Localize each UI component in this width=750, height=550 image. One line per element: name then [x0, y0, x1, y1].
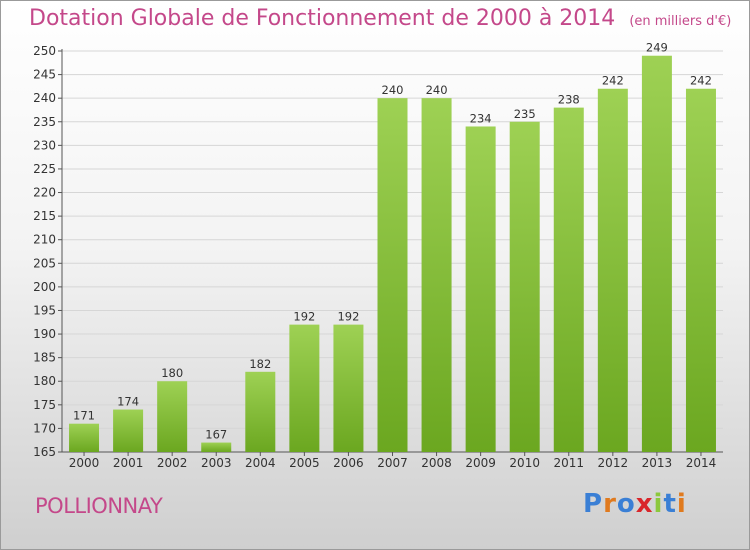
x-tick-label: 2003 [201, 456, 232, 470]
x-tick-label: 2002 [157, 456, 188, 470]
bar-value-label: 240 [426, 83, 448, 97]
logo-letter: t [663, 489, 677, 519]
y-tick-label: 240 [33, 91, 56, 105]
x-tick-label: 2001 [113, 456, 144, 470]
x-tick-label: 2004 [245, 456, 276, 470]
bar-value-label: 174 [117, 395, 139, 409]
bar [465, 126, 496, 452]
x-tick-label: 2012 [598, 456, 629, 470]
y-tick-label: 200 [33, 280, 56, 294]
y-tick-label: 235 [33, 115, 56, 129]
logo-letter: o [616, 489, 636, 519]
chart-subtitle: (en milliers d'€) [629, 14, 732, 29]
chart-title: Dotation Globale de Fonctionnement de 20… [29, 6, 731, 31]
bar [553, 107, 584, 453]
bar-value-label: 234 [470, 111, 492, 125]
bar-value-label: 167 [205, 428, 227, 442]
y-tick-label: 230 [33, 138, 56, 152]
y-tick-label: 170 [33, 421, 56, 435]
y-tick-label: 185 [33, 351, 56, 365]
x-tick-label: 2009 [465, 456, 496, 470]
bar [333, 324, 364, 452]
commune-name: POLLIONNAY [35, 494, 163, 518]
y-tick-label: 195 [33, 303, 56, 317]
x-tick-label: 2013 [642, 456, 673, 470]
bar-value-label: 238 [558, 93, 580, 107]
bar-value-label: 192 [293, 310, 315, 324]
bar-value-label: 249 [646, 41, 668, 55]
bar [685, 88, 716, 452]
x-tick-label: 2000 [69, 456, 100, 470]
bar-value-label: 235 [514, 107, 536, 121]
x-tick-label: 2011 [553, 456, 584, 470]
bar [157, 381, 188, 452]
logo-letter: i [676, 489, 687, 519]
y-tick-label: 175 [33, 398, 56, 412]
bar-value-label: 180 [161, 366, 183, 380]
y-tick-label: 210 [33, 233, 56, 247]
bar-value-label: 240 [382, 83, 404, 97]
y-tick-label: 215 [33, 209, 56, 223]
x-tick-label: 2014 [686, 456, 717, 470]
logo-letter: r [603, 489, 617, 519]
bar [113, 409, 144, 452]
bar-value-label: 192 [337, 310, 359, 324]
x-tick-label: 2005 [289, 456, 320, 470]
bar [69, 423, 100, 452]
y-tick-label: 205 [33, 256, 56, 270]
title-text: Dotation Globale de Fonctionnement de 20… [29, 6, 616, 31]
y-tick-label: 250 [33, 44, 56, 58]
logo-letter: i [653, 489, 664, 519]
bar-value-label: 171 [73, 409, 95, 423]
x-tick-label: 2010 [509, 456, 540, 470]
y-tick-label: 165 [33, 445, 56, 459]
y-tick-label: 180 [33, 374, 56, 388]
y-tick-label: 190 [33, 327, 56, 341]
y-tick-label: 225 [33, 162, 56, 176]
bar-value-label: 242 [602, 74, 624, 88]
y-tick-label: 245 [33, 68, 56, 82]
x-tick-label: 2008 [421, 456, 452, 470]
bar [421, 98, 452, 453]
proxiti-logo: Proxiti [583, 489, 687, 519]
bar-value-label: 242 [690, 74, 712, 88]
y-tick-label: 220 [33, 186, 56, 200]
bar [509, 121, 540, 452]
bar [289, 324, 320, 452]
bar [641, 55, 672, 452]
bar [245, 371, 276, 452]
logo-letter: P [583, 489, 604, 519]
bar [597, 88, 628, 452]
logo-letter: x [635, 489, 654, 519]
bar [377, 98, 408, 453]
x-tick-label: 2007 [377, 456, 408, 470]
x-tick-label: 2006 [333, 456, 364, 470]
bar [201, 442, 232, 452]
bar-value-label: 182 [249, 357, 271, 371]
